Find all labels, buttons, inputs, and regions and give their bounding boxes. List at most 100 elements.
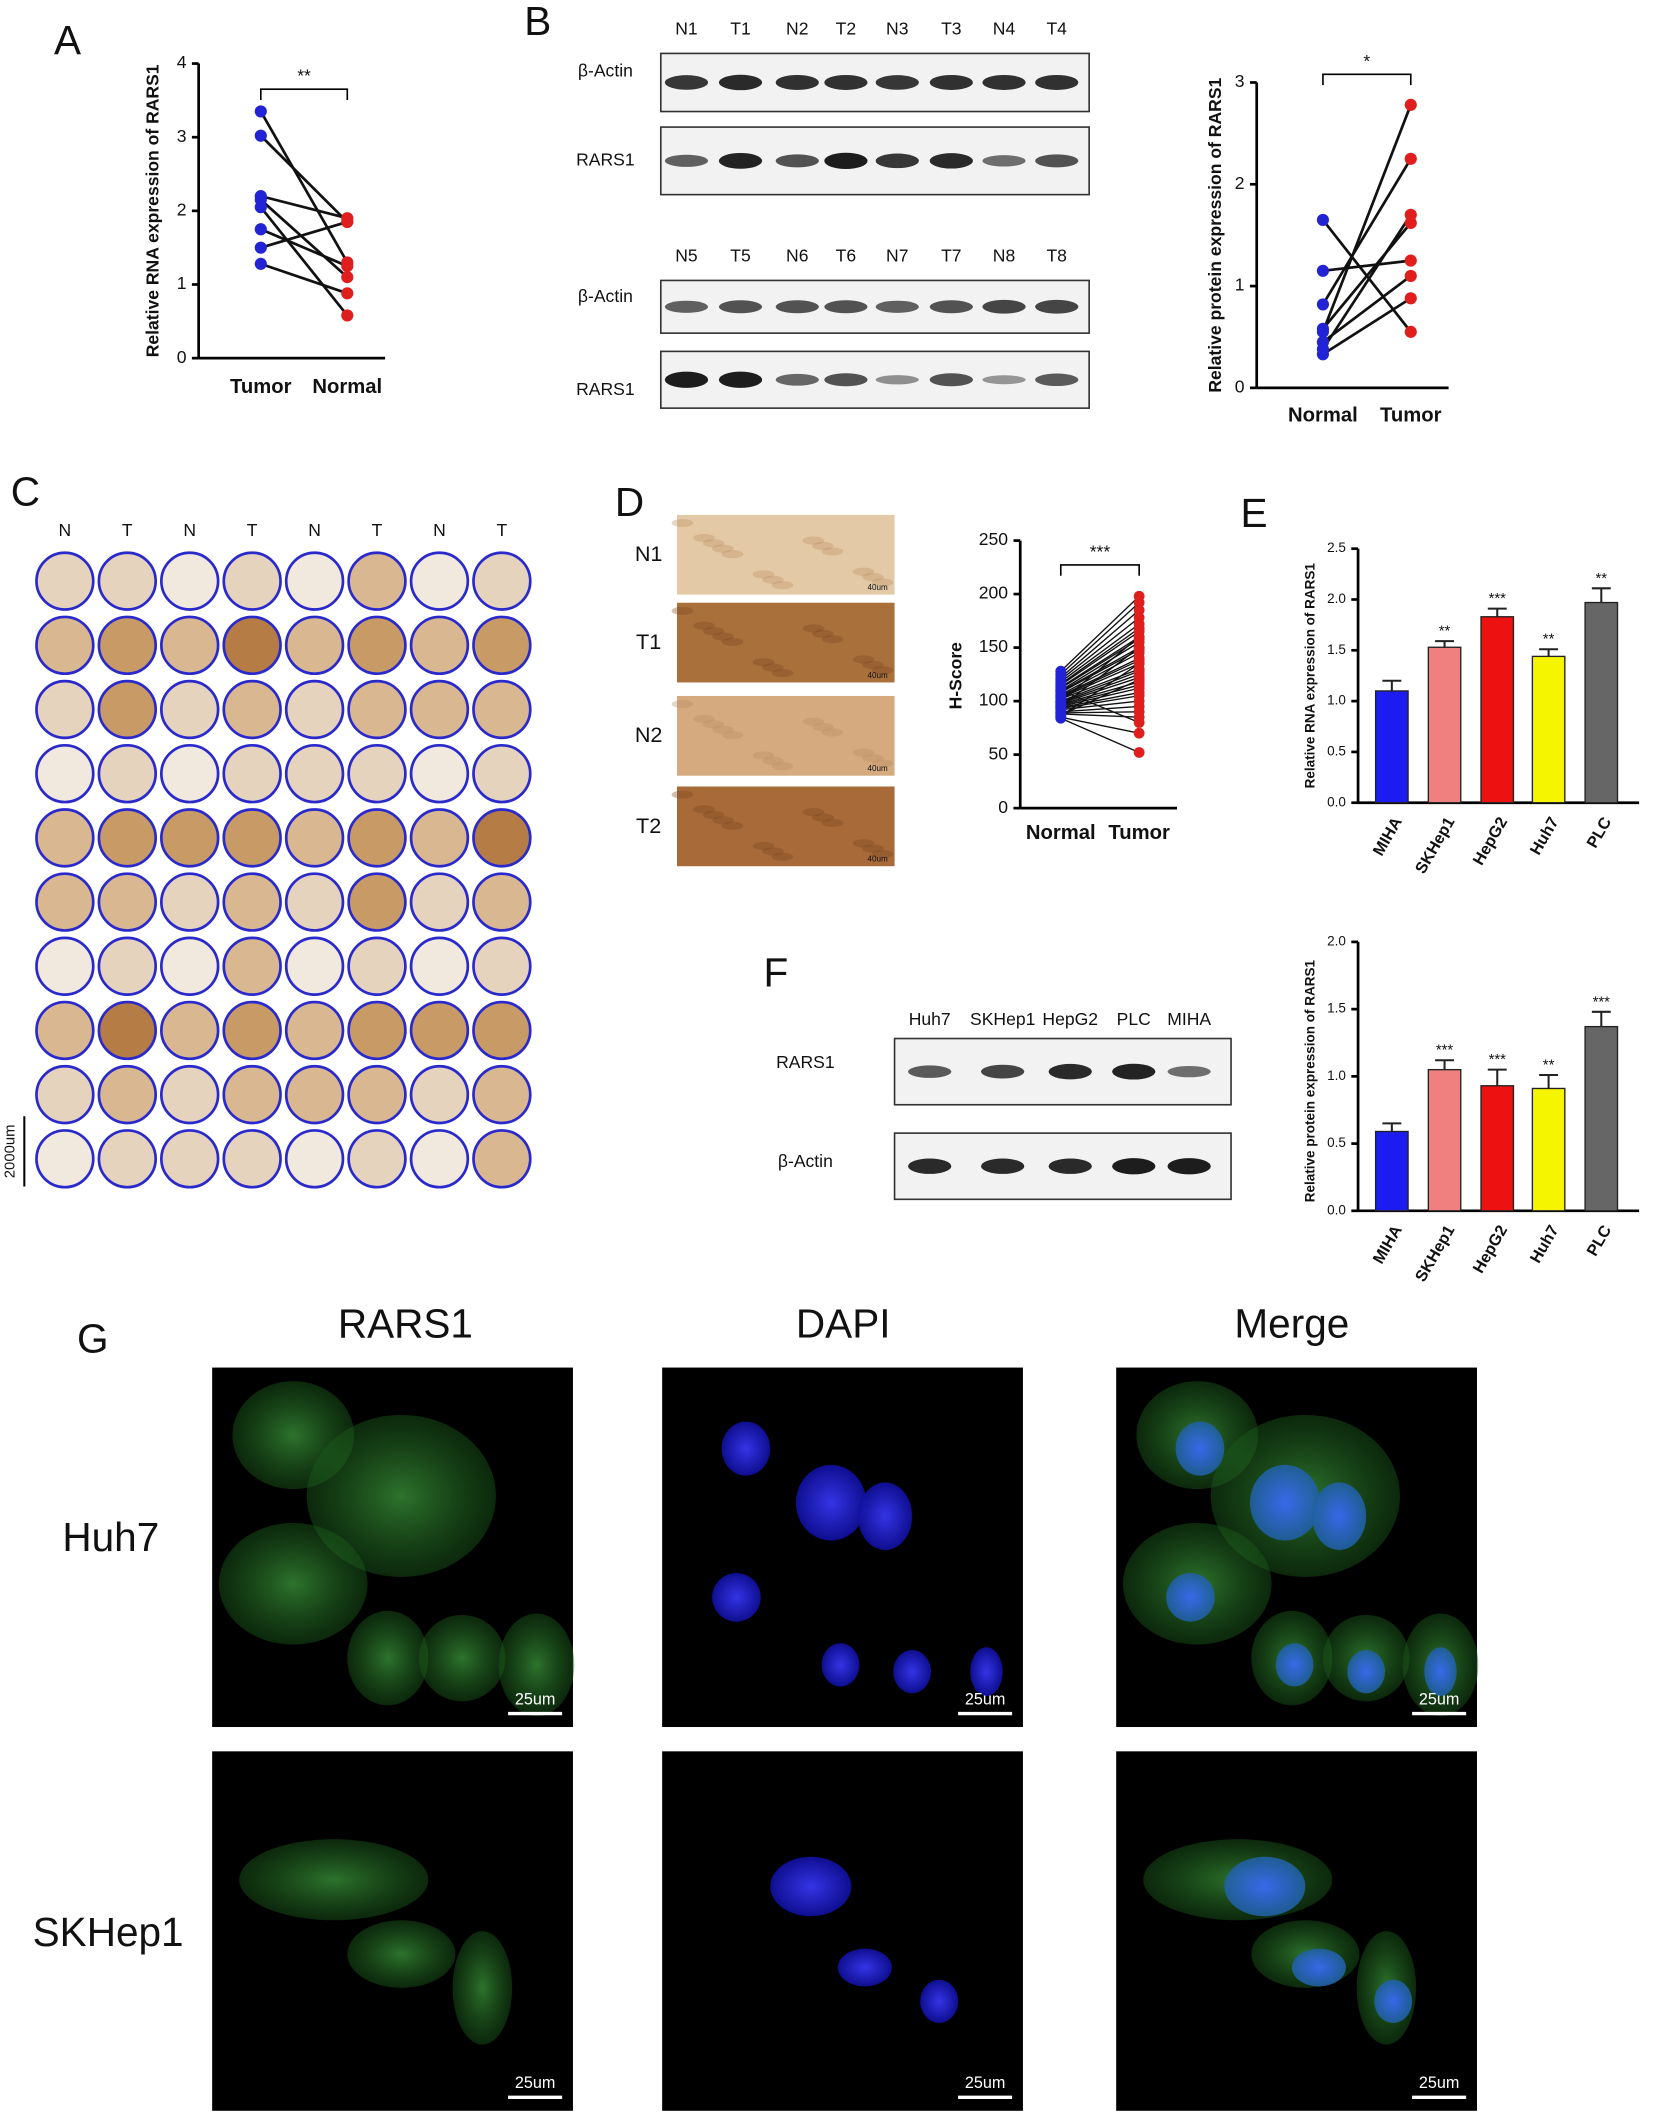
lane-label: T3 [941, 18, 961, 38]
pair-line [1060, 668, 1140, 700]
ihc-image [677, 602, 895, 683]
dot [1316, 298, 1330, 311]
blot-band [824, 373, 868, 387]
dot [1404, 325, 1417, 338]
ihc-texture [871, 666, 894, 675]
tma-core [409, 936, 470, 996]
pair-line [1060, 617, 1140, 681]
blot-band [1035, 74, 1079, 90]
lane-label: SKHep1 [970, 1009, 1035, 1029]
blot-band [718, 371, 763, 388]
panel-letter: F [763, 949, 788, 995]
cell-line-label: SKHep1 [33, 1909, 184, 1955]
scale-label: 25um [1419, 2074, 1460, 2092]
blot-band [929, 153, 973, 169]
ihc-texture [871, 759, 894, 768]
dot [1133, 727, 1145, 739]
lane-label: N3 [886, 18, 908, 38]
ihc-texture [721, 821, 744, 830]
x-tick-label: Normal [312, 376, 382, 398]
tma-core [222, 936, 282, 996]
blot-band [664, 75, 709, 90]
blot-band [775, 300, 819, 314]
blot-band [981, 1158, 1025, 1174]
x-tick-label: Normal [1026, 822, 1096, 844]
cell-nucleus [1291, 1948, 1346, 1987]
pair-line [259, 110, 349, 264]
pair-line [1060, 630, 1140, 686]
pair-line [1060, 713, 1140, 718]
pair-line [1060, 684, 1140, 707]
ihc-texture [852, 655, 875, 664]
x-tick-label: SKHep1 [1412, 1222, 1459, 1285]
pair-line [1060, 609, 1140, 679]
ihc-texture [802, 536, 825, 545]
cell-cytoplasm [498, 1613, 575, 1717]
row-label: T2 [636, 813, 661, 838]
y-axis-label: Relative protein expression of RARS1 [1205, 77, 1225, 392]
tma-core [97, 1064, 158, 1125]
column-label: N [59, 520, 72, 540]
ihc-texture [712, 816, 734, 825]
ihc-texture [693, 714, 715, 723]
y-tick-label: 1 [177, 273, 187, 293]
y-tick-label: 250 [979, 529, 1009, 549]
ihc-texture [702, 539, 725, 548]
tma-core [97, 1000, 158, 1061]
dot [1133, 597, 1145, 609]
ihc-texture [821, 728, 844, 737]
tma-core [222, 551, 282, 611]
scale-label: 2000um [3, 1125, 19, 1179]
ihc-texture [802, 717, 825, 726]
tma-core [35, 872, 95, 932]
tma-core [222, 872, 282, 932]
pair-line [1060, 711, 1140, 714]
blot-band [982, 375, 1026, 385]
tma-core [472, 1000, 532, 1061]
pair-line [260, 194, 348, 220]
ihc-texture [821, 635, 844, 644]
scale-label: 25um [515, 2074, 556, 2092]
y-tick-label: 3 [1235, 71, 1245, 91]
row-label: T1 [636, 629, 661, 654]
blot-band [775, 154, 819, 168]
cell-line-label: Huh7 [62, 1514, 159, 1560]
lane-label: T4 [1046, 18, 1067, 38]
pair-line [1060, 691, 1140, 709]
tma-core [472, 1129, 532, 1189]
tma-core [159, 1129, 220, 1189]
y-tick-label: 2.0 [1327, 933, 1346, 948]
blot-band [775, 373, 819, 386]
tma-core [97, 615, 158, 676]
dot [1316, 264, 1330, 277]
dot [1055, 684, 1067, 696]
cell-nucleus [795, 1464, 867, 1541]
blot-band [929, 300, 973, 314]
cell-nucleus [858, 1482, 913, 1550]
blot-band [908, 1158, 952, 1174]
scale-label: 40um [868, 583, 889, 592]
tma-core [159, 1000, 220, 1061]
channel-label: RARS1 [338, 1301, 473, 1347]
tma-core [284, 936, 345, 996]
pair-line [1321, 158, 1412, 306]
ihc-texture [671, 606, 694, 615]
lane-label: PLC [1117, 1009, 1151, 1029]
pair-line [1060, 700, 1140, 711]
blot-band [1167, 1065, 1211, 1078]
pair-line [1060, 636, 1140, 702]
ihc-texture [821, 547, 844, 556]
tma-core [347, 615, 407, 676]
ihc-texture [771, 852, 794, 861]
y-tick-label: 200 [979, 583, 1009, 603]
tma-core [159, 743, 220, 804]
dot [1133, 631, 1145, 643]
tma-core [35, 1000, 95, 1061]
blot-band [875, 375, 919, 385]
bar [1374, 1130, 1409, 1212]
ihc-texture [752, 658, 775, 667]
ihc-texture [671, 790, 694, 799]
cell-nucleus [1175, 1421, 1225, 1476]
pair-line [1322, 297, 1412, 356]
tma-core [472, 936, 532, 996]
